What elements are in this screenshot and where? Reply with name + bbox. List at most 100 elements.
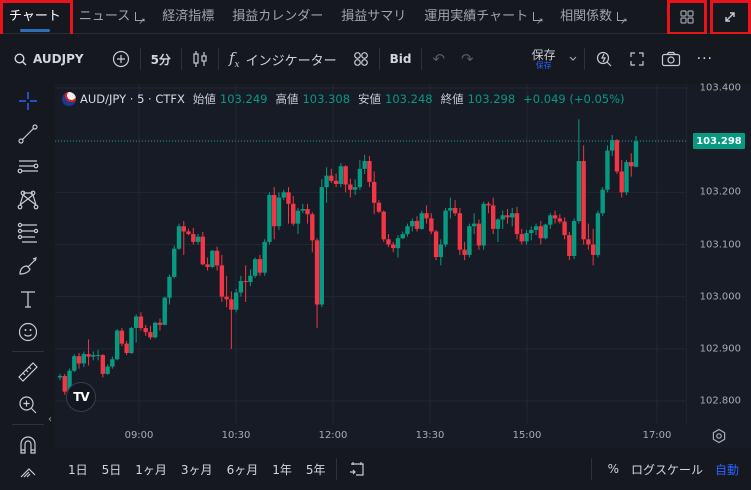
quick-search-button[interactable] bbox=[587, 44, 621, 74]
zoom-in-tool[interactable] bbox=[8, 388, 48, 421]
range-button-3[interactable]: 3ヶ月 bbox=[180, 462, 213, 477]
low-value: 103.248 bbox=[385, 92, 433, 106]
symbol-label: AUDJPY bbox=[33, 52, 84, 66]
symbol-search[interactable]: AUDJPY bbox=[0, 44, 92, 74]
trend-line-icon bbox=[17, 123, 38, 144]
close-value: 103.298 bbox=[467, 92, 516, 106]
pattern-tool[interactable] bbox=[8, 183, 48, 216]
brush-tool[interactable] bbox=[8, 249, 48, 282]
price-tick-label: 103.100 bbox=[699, 239, 741, 250]
range-button-6[interactable]: 5年 bbox=[305, 462, 326, 477]
last-price-tag: 103.298 bbox=[693, 133, 745, 150]
log-scale-button[interactable]: ログスケール bbox=[630, 462, 703, 477]
save-sub-label: 保存 bbox=[535, 60, 552, 70]
chart-pane[interactable] bbox=[55, 84, 686, 424]
ruler-icon bbox=[17, 361, 38, 382]
legend-symbol: AUD/JPY · 5 · CTFX bbox=[80, 92, 185, 106]
crosshair-tool[interactable] bbox=[8, 84, 48, 117]
high-value: 103.308 bbox=[302, 92, 351, 106]
emoji-tool[interactable] bbox=[8, 315, 48, 348]
aud-flag-icon bbox=[62, 92, 76, 106]
tab-label: チャート bbox=[9, 8, 61, 24]
undo-button[interactable]: ↶ bbox=[424, 44, 453, 74]
percent-scale-button[interactable]: % bbox=[607, 462, 619, 476]
expand-button[interactable] bbox=[713, 0, 747, 34]
tab-6[interactable]: 相関係数 bbox=[551, 0, 635, 38]
templates-button[interactable] bbox=[345, 44, 377, 74]
divider bbox=[11, 424, 44, 425]
range-button-5[interactable]: 1年 bbox=[272, 462, 292, 477]
close-label: 終値 bbox=[440, 92, 464, 106]
price-tick-label: 103.000 bbox=[699, 291, 741, 303]
auto-scale-button[interactable]: 自動 bbox=[714, 462, 739, 477]
axis-settings-icon[interactable] bbox=[711, 428, 727, 444]
price-tick-label: 103.200 bbox=[699, 186, 741, 198]
redo-button[interactable]: ↷ bbox=[453, 44, 482, 74]
expand-icon bbox=[725, 12, 735, 22]
divider bbox=[217, 48, 219, 70]
zoom-in-icon bbox=[18, 395, 36, 413]
high-label: 高値 bbox=[275, 92, 299, 106]
range-buttons: 1日 5日 1ヶ月 3ヶ月 6ヶ月 1年 5年 bbox=[55, 456, 332, 482]
save-button[interactable]: 保存 保存 bbox=[524, 44, 564, 74]
fib-icon bbox=[17, 222, 38, 243]
collapse-sidebar-button[interactable]: ‹ bbox=[48, 414, 52, 425]
trend-line-tool[interactable] bbox=[8, 117, 48, 150]
tab-0[interactable]: チャート bbox=[0, 0, 70, 34]
horizontal-lines-tool[interactable] bbox=[8, 150, 48, 183]
range-button-4[interactable]: 6ヶ月 bbox=[226, 462, 259, 477]
fullscreen-button[interactable] bbox=[621, 44, 653, 74]
open-value: 103.249 bbox=[219, 92, 268, 106]
candlestick-chart[interactable] bbox=[55, 84, 686, 424]
divider bbox=[180, 48, 182, 70]
open-label: 始値 bbox=[192, 92, 216, 106]
tab-label: 損益カレンダー bbox=[232, 8, 324, 24]
save-menu-button[interactable] bbox=[564, 44, 582, 74]
lock-drawing-tool[interactable] bbox=[8, 461, 48, 483]
screenshot-button[interactable] bbox=[653, 44, 689, 74]
tab-label: ニュース bbox=[78, 8, 131, 24]
grid-layout-icon bbox=[680, 10, 694, 24]
change-value: +0.049 (+0.05%) bbox=[523, 92, 625, 106]
price-tick-label: 102.800 bbox=[699, 395, 741, 407]
range-button-1[interactable]: 5日 bbox=[101, 462, 122, 477]
magnet-tool[interactable] bbox=[8, 428, 48, 461]
price-tick-label: 103.400 bbox=[699, 82, 741, 94]
more-button[interactable]: ··· bbox=[689, 44, 721, 74]
tradingview-logo[interactable]: TV bbox=[66, 382, 96, 412]
tab-3[interactable]: 損益カレンダー bbox=[223, 0, 332, 34]
date-range-button[interactable] bbox=[341, 456, 373, 482]
divider bbox=[378, 48, 380, 70]
indicators-button[interactable]: fx インジケーター bbox=[221, 44, 345, 74]
price-source-button[interactable]: Bid bbox=[389, 52, 412, 66]
external-link-icon bbox=[135, 6, 146, 38]
crosshair-icon bbox=[18, 91, 37, 110]
time-tick-label: 15:00 bbox=[512, 430, 542, 441]
range-button-2[interactable]: 1ヶ月 bbox=[135, 462, 167, 477]
top-nav: チャート ニュース 経済指標 損益カレンダー 損益サマリ 運用実績チャート 相関係数 bbox=[0, 0, 751, 38]
tab-4[interactable]: 損益サマリ bbox=[332, 0, 415, 34]
interval-button[interactable]: 5分 bbox=[150, 52, 171, 67]
tab-label: 経済指標 bbox=[162, 8, 215, 24]
tab-5[interactable]: 運用実績チャート bbox=[415, 0, 551, 38]
templates-icon bbox=[353, 52, 368, 66]
chart-toolbar: AUDJPY 5分 fx インジケーター Bid ↶ ↷ 保存 保存 ··· bbox=[0, 34, 751, 84]
chart-type-button[interactable] bbox=[184, 44, 216, 74]
tab-2[interactable]: 経済指標 bbox=[153, 0, 223, 34]
chart-legend: AUD/JPY · 5 · CTFX 始値 103.249 高値 103.308 安… bbox=[62, 91, 625, 107]
low-label: 安値 bbox=[358, 92, 382, 106]
text-tool[interactable] bbox=[8, 282, 48, 315]
tab-1[interactable]: ニュース bbox=[70, 0, 153, 38]
candles-icon bbox=[193, 51, 207, 67]
price-axis[interactable]: 103.400 103.200 103.100 103.000 102.900 102.8… bbox=[686, 82, 751, 424]
range-button-0[interactable]: 1日 bbox=[68, 462, 88, 477]
scale-options: % ログスケール 自動 bbox=[587, 448, 739, 490]
time-tick-label: 09:00 bbox=[124, 430, 154, 441]
undo-icon: ↶ bbox=[432, 50, 446, 68]
fib-tool[interactable] bbox=[8, 216, 48, 249]
grid-layout-button[interactable] bbox=[670, 0, 704, 34]
ruler-tool[interactable] bbox=[8, 355, 48, 388]
compare-symbol-button[interactable] bbox=[104, 44, 138, 74]
divider bbox=[583, 48, 585, 70]
time-axis[interactable]: 09:00 10:30 12:00 13:30 15:00 17:00 bbox=[55, 424, 751, 448]
